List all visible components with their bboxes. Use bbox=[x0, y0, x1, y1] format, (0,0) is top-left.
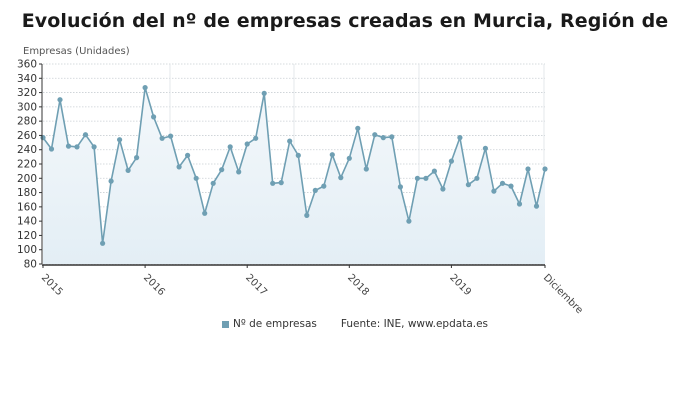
data-point bbox=[236, 169, 242, 175]
data-point bbox=[142, 85, 148, 91]
data-point bbox=[423, 175, 429, 181]
data-point bbox=[338, 175, 344, 181]
y-tick-label: 220 bbox=[17, 159, 37, 171]
data-point bbox=[363, 166, 369, 172]
y-tick-label: 240 bbox=[17, 144, 37, 156]
data-points bbox=[40, 85, 548, 246]
data-point bbox=[380, 135, 386, 141]
legend-series-label: Nº de empresas bbox=[233, 318, 317, 330]
data-point bbox=[304, 212, 310, 218]
data-point bbox=[227, 144, 233, 150]
data-point bbox=[355, 125, 361, 131]
source-note: Fuente: INE, www.epdata.es bbox=[340, 318, 489, 330]
data-point bbox=[491, 188, 497, 194]
data-point bbox=[74, 144, 80, 150]
x-tick-label: 2019 bbox=[447, 272, 473, 298]
data-point bbox=[533, 203, 540, 209]
y-tick-label: 180 bbox=[17, 187, 37, 199]
data-point bbox=[406, 218, 412, 224]
y-tick-label: 340 bbox=[17, 73, 37, 85]
data-point bbox=[525, 166, 531, 172]
data-point bbox=[287, 138, 293, 144]
y-tick-label: 300 bbox=[17, 101, 37, 113]
data-point bbox=[168, 133, 174, 139]
data-point bbox=[219, 167, 225, 173]
data-point bbox=[321, 183, 327, 189]
data-point bbox=[372, 132, 378, 138]
data-point bbox=[202, 210, 208, 216]
y-tick-label: 320 bbox=[17, 87, 37, 99]
y-tick-label: 160 bbox=[17, 201, 37, 213]
y-tick-label: 80 bbox=[24, 259, 37, 271]
data-point bbox=[482, 145, 488, 151]
y-tick-label: 260 bbox=[17, 130, 37, 142]
legend-swatch bbox=[222, 320, 229, 328]
data-point bbox=[117, 137, 123, 143]
y-tick-label: 120 bbox=[17, 230, 37, 242]
chart-title: Evolución del nº de empresas creadas en … bbox=[21, 10, 669, 32]
data-point bbox=[389, 134, 395, 140]
data-point bbox=[499, 180, 506, 186]
data-point bbox=[57, 97, 63, 103]
data-point bbox=[474, 175, 480, 181]
data-point bbox=[151, 114, 157, 120]
data-point bbox=[457, 135, 463, 141]
data-point bbox=[244, 141, 250, 147]
data-point bbox=[253, 135, 259, 141]
data-point bbox=[346, 155, 352, 161]
data-point bbox=[465, 182, 471, 188]
data-point bbox=[185, 152, 191, 158]
data-point bbox=[270, 180, 276, 186]
data-line bbox=[42, 86, 546, 245]
data-point bbox=[448, 158, 454, 164]
data-point bbox=[108, 178, 114, 184]
data-point bbox=[397, 184, 403, 190]
data-point bbox=[210, 180, 216, 186]
data-point bbox=[278, 180, 284, 186]
data-point bbox=[65, 143, 72, 149]
x-tick-label: 2017 bbox=[243, 272, 269, 298]
data-point bbox=[100, 240, 106, 246]
x-axis-ticks: 2015 2016 2017 2018 2019 Diciembre bbox=[39, 265, 585, 316]
data-point bbox=[440, 186, 446, 192]
data-point bbox=[176, 164, 182, 170]
data-point bbox=[125, 167, 131, 173]
data-point bbox=[431, 168, 437, 174]
y-axis-label: Empresas (Unidades) bbox=[23, 46, 130, 57]
y-tick-label: 140 bbox=[17, 216, 37, 228]
data-point bbox=[312, 187, 318, 193]
x-tick-label: 2016 bbox=[141, 272, 167, 298]
y-tick-label: 200 bbox=[17, 173, 37, 185]
data-point bbox=[159, 135, 165, 141]
y-axis-ticks: 80 100 120 140 160 180 200 220 240 260 280 300 320 34… bbox=[17, 59, 42, 271]
data-point bbox=[82, 132, 89, 138]
legend: Nº de empresas Fuente: INE, www.epdata.e… bbox=[222, 318, 488, 330]
data-point bbox=[134, 155, 140, 161]
data-point bbox=[516, 201, 523, 207]
area-fill bbox=[43, 87, 545, 264]
data-point bbox=[193, 175, 199, 181]
data-point bbox=[48, 146, 55, 152]
data-point bbox=[542, 166, 548, 172]
data-point bbox=[414, 175, 420, 181]
data-point bbox=[508, 183, 514, 189]
data-point bbox=[261, 90, 267, 96]
y-tick-label: 280 bbox=[17, 116, 37, 128]
data-point bbox=[91, 144, 97, 150]
data-point bbox=[295, 152, 301, 158]
x-tick-label: Diciembre bbox=[541, 272, 585, 316]
x-tick-label: 2015 bbox=[39, 272, 65, 298]
x-tick-label: 2018 bbox=[345, 272, 371, 298]
y-tick-label: 360 bbox=[17, 59, 37, 71]
y-tick-label: 100 bbox=[17, 244, 37, 256]
data-point bbox=[329, 152, 335, 158]
